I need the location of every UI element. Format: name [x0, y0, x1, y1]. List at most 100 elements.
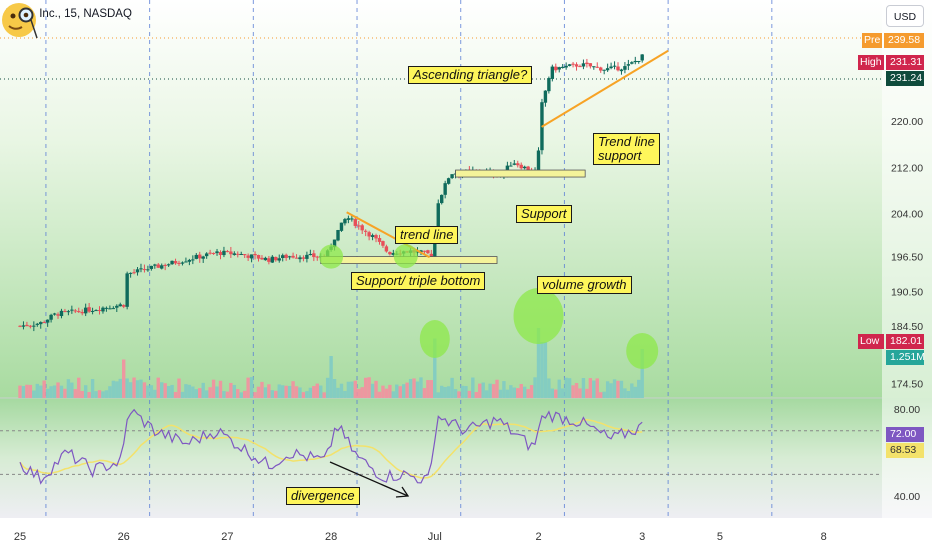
candle-up — [512, 163, 517, 165]
volume-bar — [595, 378, 599, 398]
volume-bar — [180, 391, 185, 398]
candle-up — [415, 251, 420, 253]
rsi-axis-tick-label: 80.00 — [894, 404, 920, 416]
time-axis-tick-label: 5 — [717, 531, 723, 543]
candle-up — [436, 203, 440, 240]
low-value-tag: 182.01 — [886, 334, 924, 349]
rsi-ma-value-tag: 68.53 — [886, 443, 924, 458]
volume-bar — [319, 385, 323, 398]
divergence-arrow-line — [329, 461, 409, 497]
volume-bar — [581, 377, 586, 398]
volume-bar — [315, 383, 319, 398]
volume-bar — [640, 349, 644, 398]
volume-bar — [59, 385, 64, 398]
volume-bar — [398, 386, 402, 398]
volume-bar — [612, 379, 617, 398]
candle-up — [153, 264, 157, 266]
volume-bar — [443, 386, 447, 398]
candle-up — [522, 166, 527, 169]
candle-up — [550, 66, 555, 79]
candle-up — [543, 90, 548, 103]
time-axis-tick-label: 3 — [639, 531, 645, 543]
volume-bar — [391, 391, 396, 398]
currency-button[interactable]: USD — [886, 5, 924, 27]
candle-down — [163, 264, 167, 266]
time-axis-tick-label: 26 — [118, 531, 130, 543]
volume-bar — [484, 390, 489, 398]
volume-bar — [236, 389, 240, 398]
volume-bar — [39, 385, 43, 398]
volume-bar — [170, 384, 174, 398]
high-label-tag: High — [858, 55, 884, 70]
candle-up — [443, 183, 447, 195]
volume-bar — [509, 385, 513, 398]
volume-bar — [246, 377, 250, 398]
rsi-ma-line — [19, 418, 643, 479]
volume-bar — [222, 391, 226, 398]
ascending-triangle-note: Ascending triangle? — [408, 66, 533, 84]
volume-bar — [49, 386, 53, 398]
time-axis-background — [0, 518, 932, 550]
support-zone — [455, 169, 586, 178]
time-axis-tick-label: 28 — [325, 531, 337, 543]
volume-bar — [97, 390, 102, 398]
candle-up — [637, 60, 641, 62]
candle-down — [312, 253, 316, 258]
high-value-tag: 231.31 — [886, 55, 924, 70]
candle-down — [211, 252, 216, 254]
volume-bar — [567, 378, 572, 398]
volume-bar — [450, 377, 454, 398]
candle-down — [225, 251, 230, 253]
volume-bar — [543, 342, 548, 398]
triple-bottom-highlight-circle — [393, 244, 418, 269]
candle-down — [585, 62, 589, 65]
volume-bar — [215, 386, 219, 398]
candle-up — [277, 258, 281, 261]
candle-down — [142, 269, 147, 271]
volume-bar — [429, 380, 434, 398]
candle-down — [381, 241, 385, 246]
volume-bar — [633, 386, 637, 398]
volume-bar — [592, 380, 596, 398]
volume-bar — [63, 388, 67, 398]
volume-bar — [547, 378, 551, 398]
candle-up — [339, 222, 344, 231]
time-axis-tick-label: Jul — [428, 531, 442, 543]
volume-bar — [533, 377, 537, 398]
low-label-tag: Low — [858, 334, 884, 349]
volume-bar — [339, 383, 344, 398]
candle-up — [94, 310, 98, 312]
candle-down — [253, 253, 257, 256]
candle-up — [191, 259, 195, 261]
candle-up — [66, 311, 71, 313]
candle-down — [132, 272, 136, 274]
candle-up — [332, 239, 337, 248]
candle-down — [363, 230, 368, 232]
candle-down — [516, 163, 520, 166]
volume-bar — [52, 385, 57, 398]
candle-up — [567, 64, 572, 66]
candle-up — [581, 63, 586, 67]
volume-bar — [325, 377, 330, 398]
volume-bar — [139, 379, 143, 398]
candle-up — [298, 257, 302, 260]
volume-bar — [118, 378, 122, 398]
volume-bar — [574, 383, 579, 398]
candle-down — [519, 164, 523, 169]
volume-bar — [550, 388, 555, 398]
candle-down — [315, 256, 319, 258]
candle-up — [166, 264, 171, 266]
volume-bar — [149, 385, 154, 398]
volume-bar — [426, 380, 430, 398]
price-axis-tick-label: 174.50 — [891, 379, 923, 391]
candle-down — [377, 238, 382, 242]
volume-bar — [218, 380, 223, 398]
volume-bar — [536, 328, 541, 398]
candle-down — [198, 254, 202, 259]
volume-bar — [153, 389, 157, 398]
volume-bar — [599, 392, 603, 398]
candle-up — [215, 251, 219, 254]
volume-bar — [194, 389, 198, 398]
volume-bar — [208, 387, 212, 398]
candle-down — [571, 63, 575, 65]
